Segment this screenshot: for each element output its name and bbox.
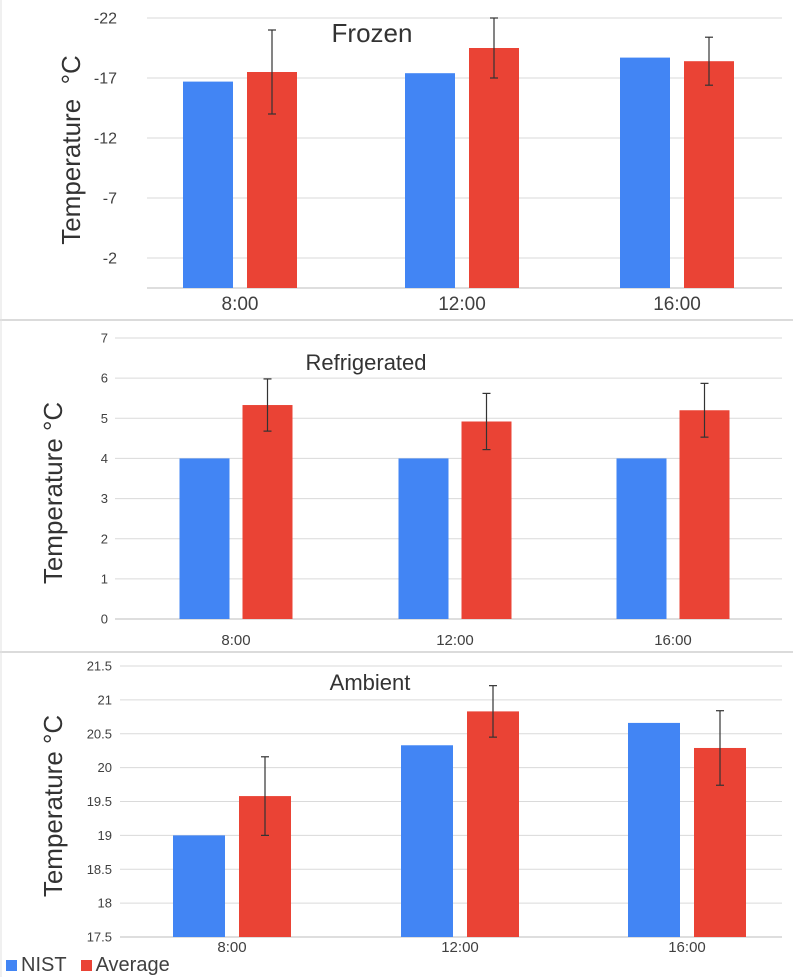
bar-average-1-0 <box>242 405 293 619</box>
x-tick-label: 12:00 <box>436 632 474 649</box>
bar-average-1-2 <box>679 410 730 619</box>
y-tick-label: 5 <box>101 411 108 426</box>
legend-item-average: Average <box>80 953 170 977</box>
x-tick-label: 16:00 <box>653 294 701 315</box>
y-axis-label-2: Temperature °C <box>38 715 68 897</box>
bar-nist-0-0 <box>183 81 233 288</box>
y-tick-label: 1 <box>101 571 108 586</box>
x-tick-label: 16:00 <box>654 632 692 649</box>
y-tick-label: 20.5 <box>87 726 112 741</box>
y-tick-label: -7 <box>103 191 117 208</box>
x-tick-label: 8:00 <box>217 939 246 956</box>
chart-title-0: Frozen <box>332 18 413 48</box>
x-tick-label: 16:00 <box>668 939 706 956</box>
y-tick-label: 18 <box>98 896 112 911</box>
y-axis-label-1: Temperature °C <box>38 402 68 584</box>
bar-average-2-1 <box>467 711 519 937</box>
bar-nist-1-0 <box>179 458 230 619</box>
y-tick-label: 17.5 <box>87 930 112 945</box>
y-tick-label: 19 <box>98 828 112 843</box>
y-axis-label-0: Temperature °C <box>56 55 86 245</box>
legend-item-nist: NIST <box>6 954 67 977</box>
bar-nist-2-2 <box>628 722 680 937</box>
legend-label-nist: NIST <box>21 953 67 976</box>
legend-label-average: Average <box>95 953 170 976</box>
y-tick-label: 2 <box>101 531 108 546</box>
y-tick-label: -22 <box>94 11 117 28</box>
chart-title-2: Ambient <box>330 670 411 695</box>
bar-nist-1-2 <box>616 458 667 619</box>
y-tick-label: 4 <box>101 451 108 466</box>
x-tick-label: 8:00 <box>221 632 250 649</box>
y-tick-label: 18.5 <box>87 862 112 877</box>
bar-nist-2-1 <box>401 745 453 937</box>
y-tick-label: 20 <box>98 760 112 775</box>
y-tick-label: -2 <box>103 251 117 268</box>
y-tick-label: 21.5 <box>87 659 112 674</box>
y-tick-label: 6 <box>101 371 108 386</box>
legend-swatch-nist <box>6 959 17 971</box>
y-tick-label: 3 <box>101 491 108 506</box>
bar-nist-2-0 <box>173 835 225 937</box>
x-tick-label: 12:00 <box>438 294 486 315</box>
y-tick-label: 19.5 <box>87 794 112 809</box>
y-tick-label: 21 <box>98 692 112 707</box>
bar-nist-0-1 <box>405 73 455 288</box>
chart-title-1: Refrigerated <box>305 350 426 375</box>
x-tick-label: 8:00 <box>222 294 259 315</box>
y-tick-label: -17 <box>94 71 117 88</box>
bar-average-0-1 <box>469 48 519 288</box>
y-tick-label: 0 <box>101 612 108 627</box>
bar-average-0-2 <box>684 61 734 289</box>
legend-swatch-average <box>80 959 92 971</box>
legend: NIST Average <box>6 954 170 976</box>
y-tick-label: 7 <box>101 331 108 346</box>
bar-nist-1-1 <box>398 458 449 619</box>
x-tick-label: 12:00 <box>441 939 479 956</box>
y-tick-label: -12 <box>94 131 117 148</box>
bar-nist-0-2 <box>620 57 670 288</box>
bar-average-1-1 <box>461 421 512 619</box>
